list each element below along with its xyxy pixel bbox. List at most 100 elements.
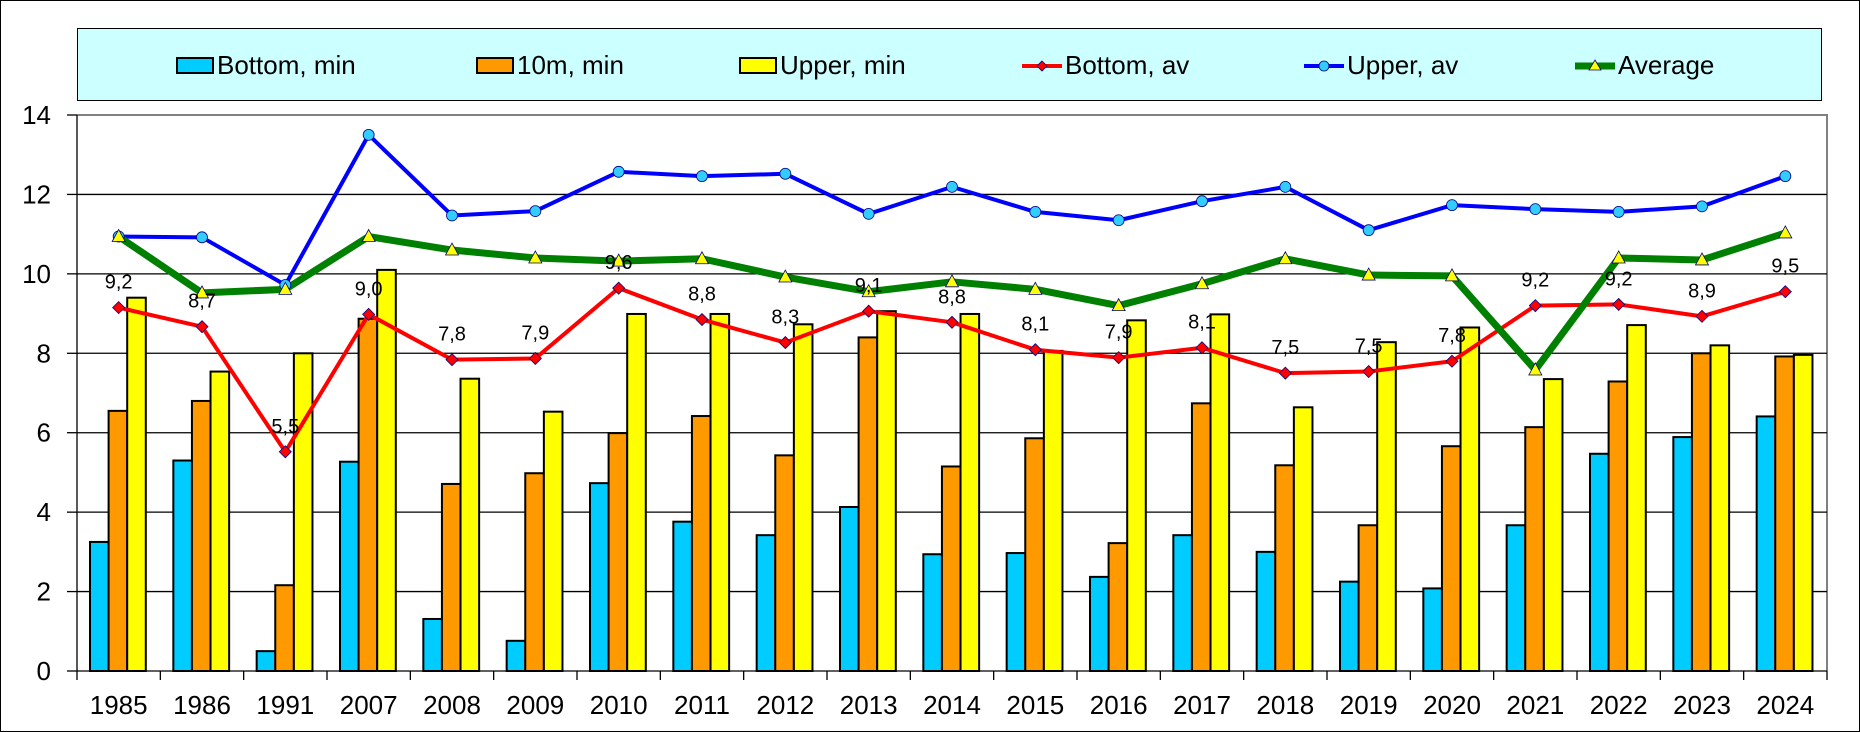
bar-upper-min-2021 <box>1542 378 1564 672</box>
marker-upper-av-2024 <box>1779 170 1792 183</box>
x-tick-label: 2023 <box>1673 690 1731 720</box>
bar-upper-min-2015 <box>1042 349 1064 672</box>
bar-upper-min-2016 <box>1126 319 1147 672</box>
bar-10m-min-2011 <box>690 415 712 672</box>
bar-bottom-min-2019 <box>1339 580 1360 673</box>
bar-10m-min-2019 <box>1357 524 1379 673</box>
legend-swatch-10m-min <box>476 57 514 74</box>
marker-bottom-av-2020 <box>1445 354 1459 368</box>
data-label: 9,0 <box>355 278 383 300</box>
bar-10m-min-2007 <box>357 317 379 672</box>
marker-upper-av-2012 <box>779 167 792 180</box>
marker-average-2015 <box>1028 281 1043 295</box>
marker-upper-av-2023 <box>1696 200 1708 213</box>
bar-10m-min-1991 <box>274 584 295 673</box>
bar-10m-min-2021 <box>1524 426 1545 673</box>
bar-upper-min-1991 <box>292 352 314 672</box>
marker-bottom-av-1991 <box>278 445 292 459</box>
x-tick-label: 2021 <box>1506 690 1564 720</box>
marker-average-2019 <box>1361 267 1376 281</box>
data-label: 8,8 <box>688 284 716 306</box>
marker-upper-av-2013 <box>862 207 875 220</box>
y-tick-label: 10 <box>22 259 51 289</box>
marker-average-2008 <box>444 242 460 256</box>
bar-bottom-min-2022 <box>1589 452 1610 672</box>
marker-average-2016 <box>1111 297 1126 312</box>
x-tick-label: 2024 <box>1756 690 1814 720</box>
bar-10m-min-2023 <box>1690 352 1712 672</box>
marker-bottom-av-2008 <box>445 353 459 367</box>
data-label: 8,7 <box>188 291 216 313</box>
bar-upper-min-2014 <box>959 312 981 672</box>
bar-upper-min-2008 <box>459 377 481 672</box>
bar-upper-min-2012 <box>792 323 814 672</box>
legend-label: Upper, av <box>1347 50 1459 80</box>
x-tick-label: 2018 <box>1256 690 1314 720</box>
bar-10m-min-2024 <box>1774 355 1795 672</box>
x-tick-label: 2016 <box>1090 690 1148 720</box>
data-label: 7,5 <box>1271 337 1299 359</box>
marker-upper-av-2011 <box>696 170 708 183</box>
x-tick-label: 2011 <box>674 690 730 720</box>
bar-bottom-min-2008 <box>422 617 443 673</box>
x-tick-label: 2017 <box>1173 690 1231 720</box>
data-label: 7,9 <box>521 322 549 344</box>
marker-upper-av-2019 <box>1362 224 1375 237</box>
marker-average-2018 <box>1278 250 1293 265</box>
marker-upper-av-2021 <box>1529 203 1542 216</box>
marker-average-1986 <box>194 285 210 299</box>
bar-upper-min-2022 <box>1626 324 1647 672</box>
bar-10m-min-2015 <box>1024 437 1045 672</box>
data-label: 5,5 <box>271 416 299 438</box>
marker-upper-av-2010 <box>612 165 625 178</box>
data-label: 7,8 <box>438 324 466 346</box>
bar-10m-min-2012 <box>774 454 795 673</box>
legend-swatch-bottom-min <box>176 57 214 74</box>
marker-bottom-av-2007 <box>362 307 376 321</box>
bar-bottom-min-2014 <box>922 553 943 672</box>
marker-bottom-av-2017 <box>1195 341 1209 355</box>
bar-upper-min-2007 <box>376 268 397 672</box>
marker-average-2024 <box>1778 225 1793 239</box>
marker-average-2010 <box>611 253 626 267</box>
legend-item-upper-min: Upper, min <box>739 29 906 102</box>
legend-label: Average <box>1618 50 1715 80</box>
bar-upper-min-2018 <box>1292 406 1314 672</box>
marker-average-2023 <box>1694 252 1710 266</box>
bar-upper-min-2024 <box>1792 353 1814 672</box>
bar-upper-min-2011 <box>709 312 731 672</box>
x-tick-label: 2008 <box>423 690 481 720</box>
bar-bottom-min-2023 <box>1672 436 1693 672</box>
marker-average-2009 <box>528 250 543 264</box>
legend-item-10m-min: 10m, min <box>476 29 624 102</box>
bar-upper-min-1985 <box>126 296 147 672</box>
bar-bottom-min-2013 <box>839 505 860 673</box>
bar-10m-min-2018 <box>1274 464 1295 672</box>
legend-label: 10m, min <box>517 50 624 80</box>
marker-bottom-av-2021 <box>1528 299 1542 313</box>
marker-bottom-av-2014 <box>945 315 959 329</box>
bar-upper-min-2020 <box>1459 326 1481 672</box>
marker-bottom-av-2016 <box>1112 351 1126 365</box>
marker-bottom-av-2011 <box>695 312 709 327</box>
data-labels: 9,2 8,7 5,5 9,0 7,8 7,9 9,6 8,8 8,3 9,1 8,8 8,1 7,9 8… <box>105 252 1799 438</box>
y-tick-label: 6 <box>37 418 51 448</box>
marker-upper-av-2007 <box>362 128 375 141</box>
bar-bottom-min-2015 <box>1005 552 1027 673</box>
marker-upper-av-2017 <box>1196 195 1208 208</box>
marker-bottom-av-2019 <box>1362 364 1376 379</box>
bars <box>89 268 1814 673</box>
legend-label: Bottom, min <box>217 50 356 80</box>
x-tick-label: 2009 <box>506 690 564 720</box>
bar-10m-min-2020 <box>1440 445 1462 672</box>
plot-border <box>77 114 1828 671</box>
x-tick-label: 1985 <box>90 690 148 720</box>
marker-average-2012 <box>778 269 793 283</box>
bar-bottom-min-2011 <box>672 520 693 672</box>
marker-average-1985 <box>111 228 126 242</box>
legend-swatch-upper-min <box>739 57 777 74</box>
legend-item-bottom-av: Bottom, av <box>1022 29 1189 102</box>
marker-average-2017 <box>1194 275 1210 290</box>
data-label: 8,3 <box>771 307 799 329</box>
marker-bottom-av-2010 <box>612 281 626 295</box>
